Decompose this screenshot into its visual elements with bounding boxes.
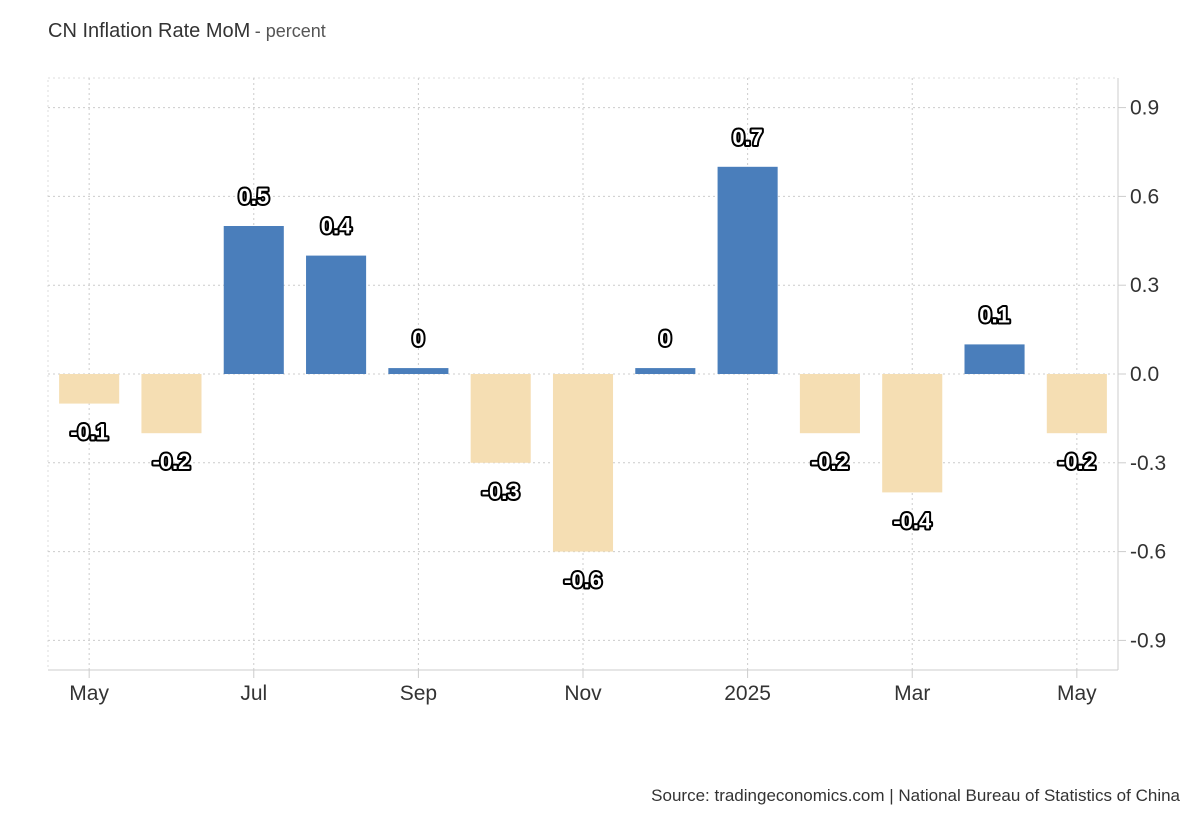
data-label: -0.6 xyxy=(564,568,602,593)
x-tick-label: Nov xyxy=(564,682,602,705)
data-label: -0.2 xyxy=(811,449,849,474)
bar xyxy=(882,374,943,493)
bar xyxy=(388,368,449,374)
y-tick-label: 0.6 xyxy=(1130,185,1159,208)
data-label: -0.3 xyxy=(482,479,520,504)
chart-header: CN Inflation Rate MoM - percent xyxy=(48,20,326,43)
data-label: 0.5 xyxy=(238,184,269,209)
y-tick-label: -0.6 xyxy=(1130,541,1166,564)
bar xyxy=(470,374,531,463)
data-label: 0.7 xyxy=(732,125,763,150)
data-label: 0 xyxy=(412,326,424,351)
x-tick-label: Jul xyxy=(240,682,267,705)
data-label: -0.2 xyxy=(153,449,191,474)
bar xyxy=(1046,374,1107,434)
chart-subtitle: - percent xyxy=(254,21,326,41)
x-tick-label: May xyxy=(1057,682,1097,705)
data-label: -0.2 xyxy=(1058,449,1096,474)
data-label: 0.1 xyxy=(979,302,1010,327)
y-tick-label: 0.0 xyxy=(1130,363,1159,386)
x-tick-label: 2025 xyxy=(724,682,771,705)
bar xyxy=(964,344,1025,374)
data-label: 0 xyxy=(659,326,671,351)
bar xyxy=(717,166,778,374)
bar xyxy=(306,255,367,374)
label-layer: -0.1 -0.2 0.5 0.4 0 -0.3 -0.6 0 0.7 -0.2 -0.4 0.1 -0… xyxy=(68,123,1098,595)
x-tick-label: Mar xyxy=(894,682,930,705)
bar-layer xyxy=(59,166,1107,552)
y-tick-label: -0.3 xyxy=(1130,452,1166,475)
x-tick-label: Sep xyxy=(400,682,437,705)
bar xyxy=(59,374,120,404)
y-tick-label: 0.9 xyxy=(1130,97,1159,120)
data-label: 0.4 xyxy=(321,214,352,239)
bar xyxy=(141,374,202,434)
x-tick-label: May xyxy=(69,682,109,705)
y-tick-label: 0.3 xyxy=(1130,274,1159,297)
bar xyxy=(799,374,860,434)
chart-title: CN Inflation Rate MoM xyxy=(48,20,251,42)
bar xyxy=(552,374,614,552)
bar xyxy=(635,368,696,374)
bar xyxy=(223,226,284,374)
data-label: -0.4 xyxy=(893,508,932,533)
y-tick-label: -0.9 xyxy=(1130,629,1166,652)
axis-layer: 0.9 0.6 0.3 0.0 -0.3 -0.6 -0.9 May Jul Sep Nov 2025… xyxy=(48,78,1166,705)
bar-chart: -0.1 -0.2 0.5 0.4 0 -0.3 -0.6 0 0.7 -0.2 -0.4 0.1 -0… xyxy=(47,77,1166,705)
data-label: -0.1 xyxy=(70,420,108,445)
source-note: Source: tradingeconomics.com | National … xyxy=(651,786,1180,805)
